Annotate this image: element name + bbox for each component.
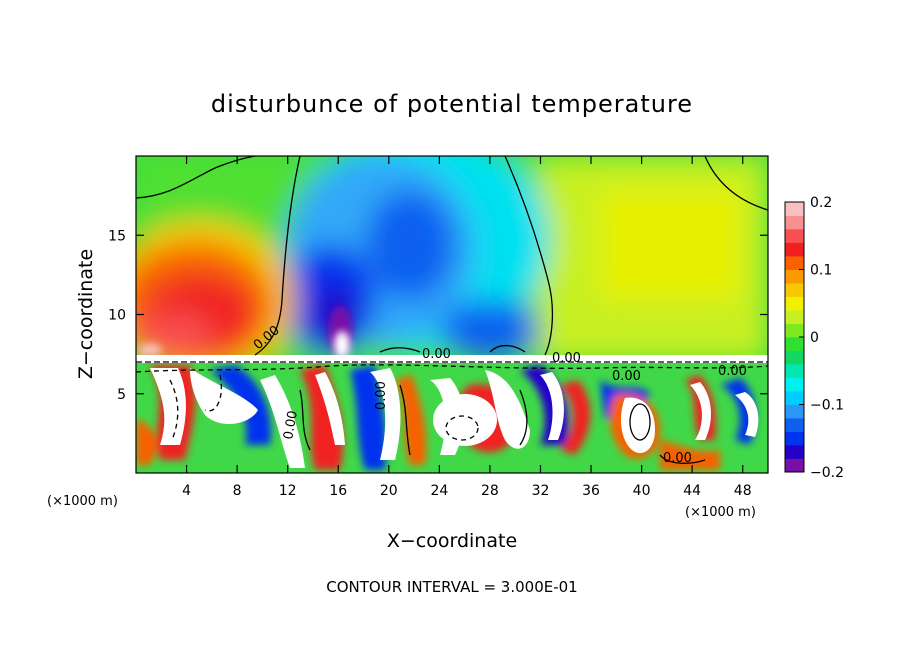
x-tick-label: 4 (182, 483, 191, 499)
x-tick-label: 24 (430, 483, 448, 499)
lower-layer (136, 355, 768, 473)
x-tick-label: 16 (329, 483, 347, 499)
colorbar-swatch (785, 310, 804, 324)
x-axis-title: X−coordinate (387, 530, 517, 552)
x-tick-label: 48 (734, 483, 752, 499)
colorbar-swatch (785, 242, 804, 257)
contour-label-group: 0.00 0.00 0.00 0.00 0.00 0.00 0.00 0.00 (251, 323, 747, 466)
x-tick-label: 40 (633, 483, 651, 499)
contour-interval-text: CONTOUR INTERVAL = 3.000E-01 (326, 578, 577, 596)
colorbar-swatch (785, 404, 804, 419)
cold-core-white (334, 331, 350, 359)
colorbar-tick-label: 0.2 (810, 195, 832, 211)
colorbar-tick-label: −0.1 (810, 398, 844, 414)
colorbar-swatch (785, 445, 804, 459)
colorbar-swatch (785, 202, 804, 216)
y-axis-unit: (×1000 m) (685, 505, 756, 520)
colorbar-tick-label: 0 (810, 330, 819, 346)
chart-title: disturbunce of potential temperature (211, 90, 693, 118)
x-tick-label: 32 (532, 483, 550, 499)
warm-core-white (138, 344, 162, 356)
x-tick-label: 20 (380, 483, 398, 499)
colorbar-swatch (785, 391, 804, 405)
x-tick-label: 12 (279, 483, 297, 499)
y-axis: 5 10 15 (108, 228, 768, 403)
colorbar-swatch (785, 337, 804, 351)
x-tick-label: 36 (582, 483, 600, 499)
x-tick-label: 44 (683, 483, 701, 499)
plot-area: 0.00 0.00 0.00 0.00 0.00 0.00 0.00 0.00 (136, 156, 768, 473)
contour-label: 0.00 (718, 364, 747, 379)
colorbar-swatch (785, 458, 804, 473)
colorbar-tick-label: −0.2 (810, 465, 844, 481)
x-tick-label: 28 (481, 483, 499, 499)
contour-label: 0.00 (422, 347, 451, 362)
contour-lines (136, 156, 768, 464)
contour-label: 0.00 (612, 369, 641, 384)
y-tick-label: 15 (108, 228, 126, 244)
x-axis: 4 8 12 16 20 24 28 32 36 40 44 48 (182, 156, 752, 499)
x-tick-label: 8 (233, 483, 242, 499)
colorbar: 0.2 0.1 0 −0.1 −0.2 (784, 195, 844, 481)
colorbar-swatch (785, 418, 804, 432)
contour-label: 0.00 (374, 381, 389, 410)
x-axis-unit: (×1000 m) (47, 494, 118, 509)
colorbar-swatch (785, 431, 804, 446)
contour-label: 0.00 (281, 410, 301, 441)
upper-field (136, 156, 768, 380)
colorbar-tick-label: 0.1 (810, 263, 832, 279)
colorbar-swatch (785, 364, 804, 378)
y-tick-label: 5 (117, 387, 126, 403)
colorbar-swatch (785, 269, 804, 284)
colorbar-swatch (785, 323, 804, 338)
colorbar-swatch (785, 215, 804, 230)
contour-label: 0.00 (663, 451, 692, 466)
colorbar-swatch (785, 350, 804, 365)
y-axis-title: Z−coordinate (75, 249, 97, 379)
contour-label: 0.00 (552, 351, 581, 366)
colorbar-swatch (785, 283, 804, 297)
colorbar-swatch (785, 296, 804, 311)
colorbar-swatch (785, 229, 804, 243)
colorbar-swatch (785, 377, 804, 392)
colorbar-swatch (785, 256, 804, 270)
y-tick-label: 10 (108, 308, 126, 324)
